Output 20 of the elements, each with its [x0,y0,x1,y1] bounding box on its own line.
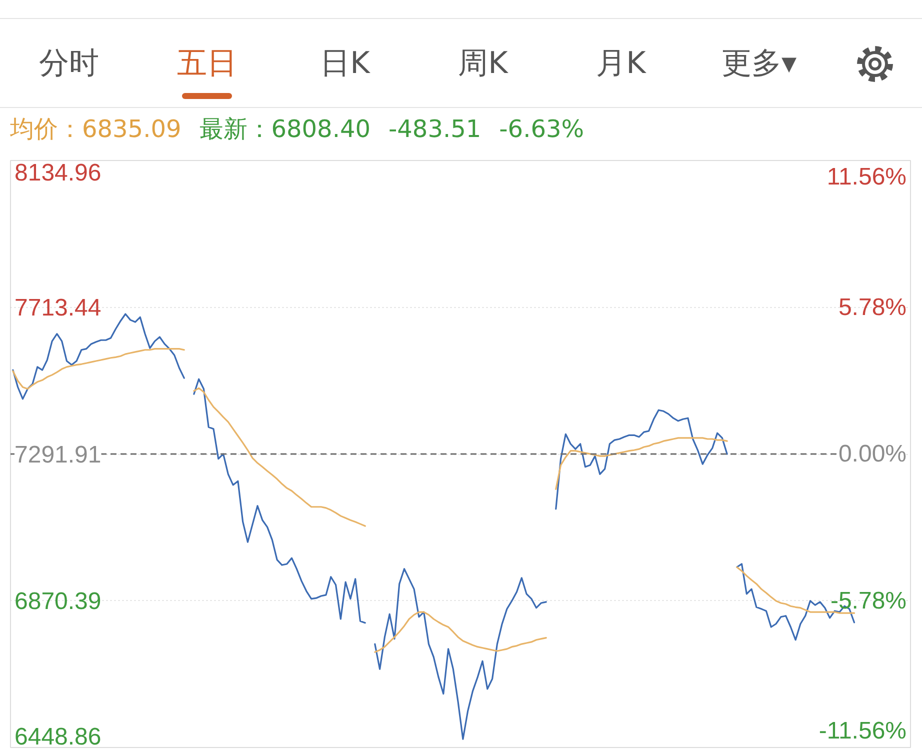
y2-tick-label: 5.78% [838,294,907,321]
text: 分时 [38,45,100,83]
y-tick-label: 6870.39 [14,588,102,616]
text: -483.51 [388,114,482,144]
y2-tick-label: -5.78% [830,587,907,614]
y2-tick-label: 0.00% [838,440,907,468]
text: 五日 [176,45,238,83]
text: -6.63% [499,114,584,144]
y2-tick-label: -11.56% [818,718,906,744]
text: 周K [457,45,510,83]
y-tick-label: 6448.86 [14,724,102,750]
text: 均价：6835.09 [10,114,182,144]
y-tick-label: 7713.44 [14,294,102,322]
text: 更多▾ [720,45,798,83]
y-tick-label: 7291.91 [14,442,102,468]
y2-tick-label: 11.56% [826,164,907,190]
text: 日K [319,45,372,83]
text: 月K [595,45,648,83]
text: 最新：6808.40 [199,114,370,144]
y-tick-label: 8134.96 [14,160,102,186]
